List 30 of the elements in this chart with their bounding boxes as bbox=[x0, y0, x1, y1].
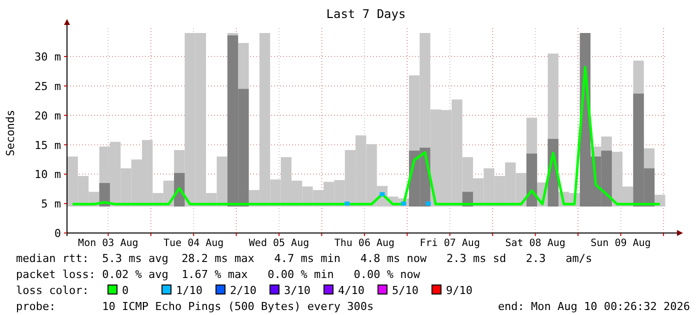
legend-label: 0 bbox=[122, 284, 129, 297]
chart-title: Last 7 Days bbox=[326, 7, 406, 21]
y-tick-label: 0 bbox=[54, 227, 61, 240]
x-tick-label: Sat 08 Aug bbox=[505, 238, 566, 249]
y-tick-label: 30 m bbox=[34, 50, 62, 64]
x-tick-label: Wed 05 Aug bbox=[248, 238, 310, 249]
text: end: Mon Aug 10 00:26:32 2026 bbox=[498, 300, 690, 313]
legend-label: 3/10 bbox=[284, 284, 310, 297]
y-tick-label: 15 m bbox=[34, 138, 62, 152]
legend-label: 4/10 bbox=[338, 284, 364, 297]
y-tick-label: 10 m bbox=[34, 168, 62, 182]
x-tick-label: Sun 09 Aug bbox=[590, 238, 651, 249]
text: packet loss: 0.02 % avg 1.67 % max 0.00 % min 0.00 % now bbox=[16, 268, 420, 281]
legend-label: 5/10 bbox=[392, 284, 418, 297]
bar bbox=[526, 154, 538, 207]
legend-label: 9/10 bbox=[446, 284, 472, 297]
y-tick-label: 25 m bbox=[34, 80, 62, 93]
legend-label: 2/10 bbox=[230, 284, 256, 297]
x-tick-label: Tue 04 Aug bbox=[163, 238, 224, 249]
x-tick-label: Mon 03 Aug bbox=[78, 238, 138, 249]
legend-title: loss color: bbox=[16, 284, 89, 297]
text: probe: 10 ICMP Echo Pings (500 Bytes) every 300s bbox=[16, 300, 374, 313]
y-axis-title: Seconds bbox=[4, 110, 17, 156]
text: median rtt: 5.3 ms avg 28.2 ms max 4.7 ms min 4.8 ms now 2.3 ms sd 2.3 am/s bbox=[16, 252, 592, 265]
line-series bbox=[71, 66, 662, 206]
x-tick-label: Thu 06 Aug bbox=[334, 238, 395, 249]
y-tick-label: 5 m bbox=[41, 198, 62, 211]
x-tick-label: Fri 07 Aug bbox=[420, 238, 480, 249]
legend-label: 1/10 bbox=[176, 284, 202, 297]
y-tick-label: 20 m bbox=[34, 109, 62, 122]
